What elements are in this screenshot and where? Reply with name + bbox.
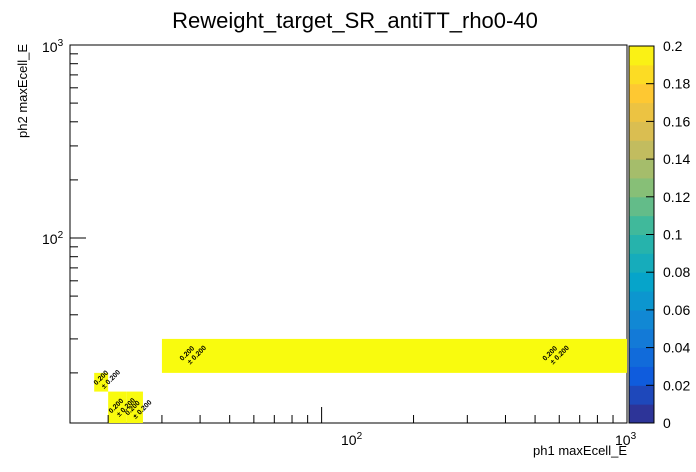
colorbar-step (629, 64, 654, 85)
colorbar-tick-label: 0.04 (663, 340, 690, 356)
colorbar-tick-label: 0.12 (663, 189, 690, 205)
colorbar-step (629, 121, 654, 141)
colorbar-step (629, 46, 654, 66)
colorbar-tick-label: 0.16 (663, 113, 690, 129)
heatmap-cells (94, 338, 627, 423)
colorbar-step (629, 159, 654, 179)
heatmap-cell (108, 391, 127, 423)
colorbar-tick-label: 0.2 (663, 38, 683, 54)
colorbar-step (629, 234, 654, 254)
x-tick-label-100: 102 (341, 431, 363, 448)
colorbar-step (629, 385, 654, 405)
y-axis-ticks (70, 53, 86, 374)
color-scale-bar (628, 45, 655, 424)
heatmap-cell (94, 372, 109, 392)
heatmap-cell (161, 338, 627, 373)
colorbar-step (629, 291, 654, 311)
chart-title: Reweight_target_SR_antiTT_rho0-40 (172, 8, 538, 33)
colorbar-step (629, 347, 654, 367)
colorbar-tick-label: 0.02 (663, 377, 690, 393)
colorbar-step (629, 253, 654, 273)
colorbar-tick-label: 0.18 (663, 76, 690, 92)
color-scale-ticks: 0 0.02 0.04 0.06 0.08 0.1 0.12 0.14 0.16 0.18 0.2 (646, 38, 690, 431)
y-tick-label-1000: 103 (42, 38, 64, 55)
colorbar-step (629, 140, 654, 160)
colorbar-step (629, 272, 654, 292)
heatmap-cell (126, 391, 143, 423)
colorbar-step (629, 309, 654, 330)
colorbar-step (629, 328, 654, 349)
colorbar-step (629, 83, 654, 104)
colorbar-tick-label: 0.1 (663, 227, 683, 243)
colorbar-step (629, 196, 654, 217)
colorbar-step (629, 177, 654, 198)
y-tick-label-100: 102 (42, 230, 64, 247)
colorbar-step (629, 102, 654, 122)
x-axis-label: ph1 maxEcell_E (533, 443, 627, 458)
colorbar-step (629, 366, 654, 386)
x-axis-ticks (107, 407, 614, 423)
colorbar-tick-label: 0 (663, 415, 671, 431)
colorbar-tick-label: 0.14 (663, 151, 690, 167)
colorbar-tick-label: 0.08 (663, 264, 690, 280)
colorbar-step (629, 404, 654, 424)
colorbar-tick-label: 0.06 (663, 302, 690, 318)
y-axis-label: ph2 maxEcell_E (15, 44, 30, 138)
colorbar-step (629, 215, 654, 235)
